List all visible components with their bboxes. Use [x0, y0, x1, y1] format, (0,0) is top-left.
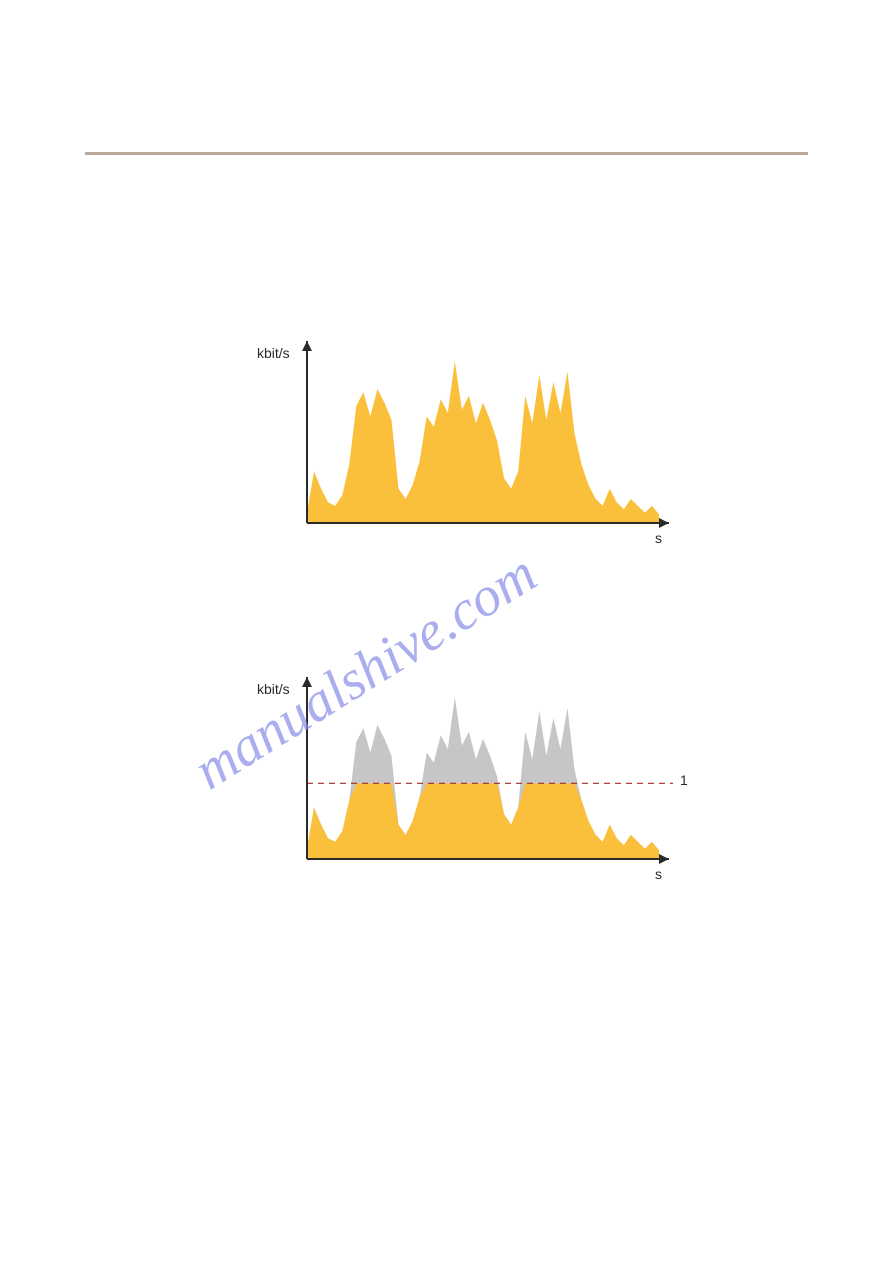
- chart-bottom-xlabel: s: [655, 866, 662, 882]
- chart-top-xlabel: s: [655, 530, 662, 546]
- chart-top: [289, 333, 677, 541]
- header-rule: [85, 152, 808, 155]
- chart-bottom: [289, 669, 677, 877]
- document-page: kbit/s s kbit/s s 1 manualshive.com: [0, 0, 893, 1263]
- chart-top-ylabel: kbit/s: [257, 345, 290, 361]
- chart-bottom-ylabel: kbit/s: [257, 681, 290, 697]
- chart-bottom-limit-label: 1: [680, 772, 688, 788]
